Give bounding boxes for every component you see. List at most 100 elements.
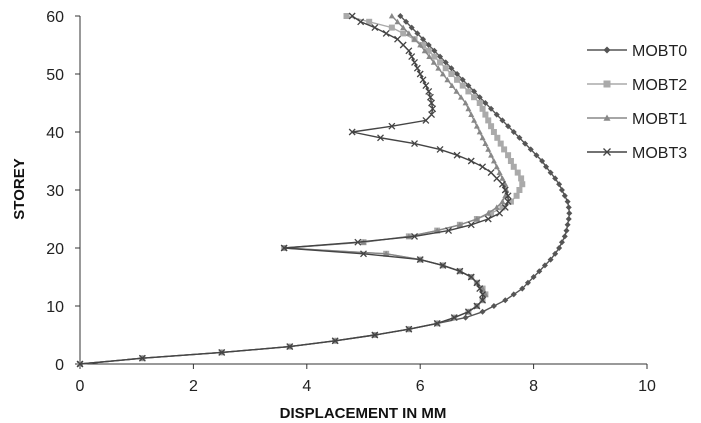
data-point <box>490 129 497 135</box>
data-point <box>504 192 512 200</box>
data-point <box>421 47 428 54</box>
data-point <box>388 13 395 19</box>
y-tick-label: 20 <box>46 241 64 258</box>
data-point <box>603 46 611 54</box>
data-point <box>383 250 390 257</box>
data-point <box>394 35 401 43</box>
data-point <box>479 308 486 315</box>
data-point <box>485 146 492 152</box>
data-point <box>467 157 475 165</box>
data-point <box>331 337 339 345</box>
data-point <box>499 198 506 204</box>
legend-label: MOBT3 <box>632 145 687 162</box>
data-point <box>501 186 509 194</box>
data-point <box>388 24 395 31</box>
data-point <box>502 297 509 304</box>
data-point <box>448 71 455 77</box>
x-tick-label: 6 <box>416 378 425 395</box>
data-point <box>530 274 537 280</box>
y-tick-label: 0 <box>55 357 64 374</box>
data-point <box>505 123 512 130</box>
data-point <box>488 152 495 158</box>
data-point <box>479 105 486 112</box>
data-point <box>519 285 526 292</box>
data-point <box>563 227 570 234</box>
data-point <box>431 53 438 60</box>
data-point <box>442 59 449 66</box>
data-point <box>444 76 451 83</box>
data-point <box>442 65 449 72</box>
data-point <box>482 100 489 106</box>
data-point <box>448 65 455 72</box>
data-point <box>552 175 559 182</box>
data-point <box>473 279 481 287</box>
data-point <box>377 134 384 142</box>
data-point <box>499 204 506 211</box>
data-point <box>413 64 421 72</box>
data-point <box>519 181 526 188</box>
data-point <box>467 221 475 229</box>
data-point <box>471 94 478 101</box>
data-point <box>454 71 461 77</box>
data-point <box>400 24 407 30</box>
data-point <box>479 290 487 298</box>
data-point <box>473 216 480 222</box>
series-layer <box>76 12 573 368</box>
data-point <box>371 24 379 32</box>
data-point <box>485 117 492 124</box>
data-point <box>539 158 546 164</box>
data-point <box>522 140 529 147</box>
data-point <box>496 209 504 217</box>
data-point <box>426 53 433 59</box>
data-point <box>501 146 508 153</box>
data-point <box>408 53 416 61</box>
data-point <box>524 279 531 286</box>
data-point <box>403 18 410 25</box>
data-point <box>465 82 472 89</box>
data-point <box>547 169 554 176</box>
data-point <box>354 238 362 246</box>
data-point <box>411 36 418 42</box>
data-point <box>420 36 427 43</box>
data-point <box>504 198 512 206</box>
data-point <box>485 210 492 216</box>
data-point <box>513 192 520 199</box>
data-point <box>464 308 472 316</box>
data-point <box>516 187 523 193</box>
data-point <box>76 360 84 368</box>
data-point <box>564 198 571 205</box>
data-point <box>428 99 435 107</box>
data-point <box>416 70 424 78</box>
data-point <box>426 93 434 101</box>
y-axis-title: STOREY <box>11 158 28 219</box>
data-point <box>507 198 514 205</box>
data-point <box>471 88 478 95</box>
data-point <box>476 129 483 135</box>
x-tick-label: 10 <box>638 378 656 395</box>
x-tick-label: 2 <box>189 378 198 395</box>
data-point <box>510 291 517 298</box>
data-point <box>453 151 461 159</box>
data-point <box>462 100 469 106</box>
data-point <box>493 174 501 182</box>
legend-item-mobt2: MOBT2 <box>587 77 687 94</box>
legend-item-mobt0: MOBT0 <box>587 43 687 60</box>
data-point <box>405 30 412 36</box>
x-tick-label: 8 <box>529 378 538 395</box>
data-point <box>467 273 475 281</box>
data-point <box>499 117 506 124</box>
data-point <box>501 203 509 211</box>
data-point <box>479 296 487 304</box>
y-axis-ticks: 0 10 20 30 40 50 60 <box>46 9 80 374</box>
data-point <box>445 227 453 235</box>
data-point <box>497 140 504 147</box>
legend-item-mobt1: MOBT1 <box>587 111 687 128</box>
data-point <box>439 71 446 77</box>
data-point <box>499 175 506 181</box>
data-point <box>552 250 559 257</box>
data-point <box>482 140 489 146</box>
data-point <box>459 76 466 83</box>
data-point <box>411 140 418 148</box>
x-axis-ticks: 0 2 4 6 8 10 <box>76 364 656 395</box>
data-point <box>454 76 461 83</box>
